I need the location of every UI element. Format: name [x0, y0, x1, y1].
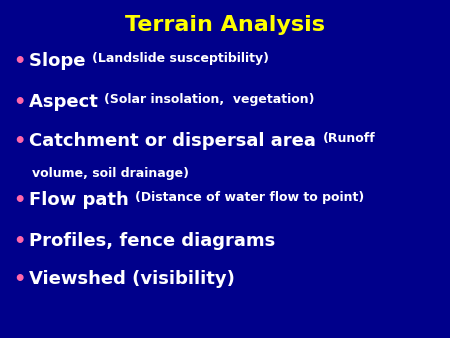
Text: volume, soil drainage): volume, soil drainage) — [32, 167, 189, 180]
Text: Catchment or dispersal area: Catchment or dispersal area — [29, 132, 322, 150]
Text: (Landslide susceptibility): (Landslide susceptibility) — [92, 52, 269, 65]
Text: Aspect: Aspect — [29, 93, 104, 111]
Text: •: • — [14, 191, 26, 210]
Text: Flow path: Flow path — [29, 191, 135, 209]
Text: (Solar insolation,  vegetation): (Solar insolation, vegetation) — [104, 93, 315, 106]
Text: (Runoff: (Runoff — [322, 132, 375, 145]
Text: Slope: Slope — [29, 52, 92, 70]
Text: •: • — [14, 132, 26, 151]
Text: •: • — [14, 270, 26, 289]
Text: (Distance of water flow to point): (Distance of water flow to point) — [135, 191, 364, 204]
Text: Profiles, fence diagrams: Profiles, fence diagrams — [29, 232, 275, 249]
Text: Terrain Analysis: Terrain Analysis — [125, 15, 325, 35]
Text: Viewshed (visibility): Viewshed (visibility) — [29, 270, 235, 288]
Text: •: • — [14, 93, 26, 112]
Text: •: • — [14, 232, 26, 250]
Text: •: • — [14, 52, 26, 71]
